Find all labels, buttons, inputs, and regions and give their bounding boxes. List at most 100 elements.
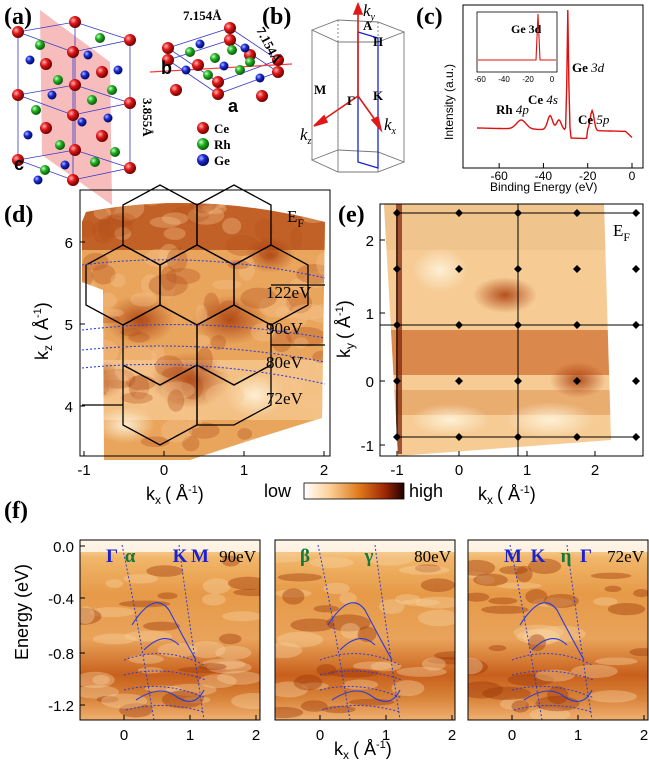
- point-h: H: [373, 34, 383, 49]
- bz-point-marker: [514, 377, 522, 385]
- rh-atom: [53, 75, 63, 85]
- ce-atom: [124, 162, 136, 174]
- high-symmetry-mark: Γ: [106, 546, 118, 567]
- rh-atom: [245, 57, 255, 67]
- cut-xtick: 1: [574, 727, 582, 744]
- bz-point-marker: [514, 209, 522, 217]
- ce-atom: [212, 76, 224, 88]
- rh-atom: [185, 47, 195, 57]
- ge-atom: [77, 117, 87, 127]
- atoms-top: [162, 22, 284, 102]
- axis-b-label: b: [161, 58, 172, 78]
- panel-f-ytick: 0.0: [53, 539, 74, 556]
- legend-ge: Ge: [214, 153, 230, 168]
- photon-energy-arcs: [81, 259, 326, 385]
- ce-atom: [162, 42, 174, 54]
- panel-a: (a) c 3.855Å 7.154Å 7.154Å b a: [4, 4, 293, 205]
- colorbar-low-label: low: [264, 481, 292, 501]
- ce-atom: [224, 34, 236, 46]
- inset-tick: -60: [474, 75, 486, 84]
- colorbar-gradient: [303, 482, 405, 500]
- panel-b-label: (b): [262, 4, 291, 30]
- inset-box: [476, 11, 558, 73]
- ce-atom: [192, 59, 204, 71]
- point-k: K: [373, 88, 384, 103]
- ce-atom: [40, 58, 52, 70]
- k-axes: [313, 1, 383, 133]
- panel-f-yticks: 0.0 -0.4 -0.8 -1.2: [48, 539, 85, 715]
- spectrum-tick: 0: [629, 169, 636, 183]
- colorbar-high-label: high: [409, 481, 443, 501]
- panel-d-xtick: 0: [160, 462, 168, 479]
- panel-c: (c) -60 -40 -20 0 Intensity (a.u.) Binding …: [416, 4, 644, 194]
- bz-point-marker: [632, 209, 640, 217]
- peak-rh4p: Rh 4p: [496, 102, 529, 117]
- bz-point-marker: [393, 433, 401, 441]
- high-symmetry-mark: α: [125, 546, 136, 567]
- ce-atom: [67, 109, 79, 121]
- bz-point-marker: [573, 433, 581, 441]
- bz-point-marker: [455, 321, 463, 329]
- panel-d-ylabel: kz( Å-1): [32, 302, 55, 360]
- ce-atom: [67, 46, 79, 58]
- high-symmetry-mark: M: [191, 546, 209, 567]
- high-symmetry-mark: K: [173, 546, 188, 567]
- cut-xtick: 0: [316, 727, 324, 744]
- panel-d-fermi-label: EF: [287, 207, 304, 230]
- spectrum-xlabel: Binding Energy (eV): [490, 180, 597, 194]
- point-gamma: Γ: [347, 93, 355, 108]
- bz-point-marker: [514, 265, 522, 273]
- ce-atom: [69, 79, 81, 91]
- panel-d-label: (d): [4, 202, 33, 228]
- lattice-c-length: 3.855Å: [140, 98, 155, 137]
- core-level-spectrum: [477, 9, 633, 140]
- point-m: M: [314, 82, 326, 97]
- axis-c-label: c: [14, 154, 24, 174]
- panel-d-ytick: 6: [65, 235, 73, 252]
- cut-energy-label: 80eV: [414, 547, 452, 566]
- cut-xtick: 2: [640, 727, 648, 744]
- bz-point-marker: [632, 377, 640, 385]
- inset-peak-label: Ge 3d: [511, 22, 542, 36]
- cut-xtick: 1: [186, 727, 194, 744]
- panel-e-label: (e): [338, 202, 365, 228]
- panel-e-ylabel: ky( Å-1): [334, 300, 357, 358]
- bz-point-marker: [393, 321, 401, 329]
- bz-point-marker: [632, 265, 640, 273]
- rh-atom: [35, 40, 45, 50]
- spectrum-x-ticks: -60 -40 -20 0: [490, 163, 636, 183]
- bz-point-marker: [455, 377, 463, 385]
- ce-atom: [40, 122, 52, 134]
- panel-d: (d): [4, 184, 331, 507]
- panel-d-ytick: 5: [65, 317, 73, 334]
- panel-e: (e) 2 1 0 -1 -1 0 1 2 EF ky( Å-1) kx( Å-1): [334, 202, 644, 507]
- panel-e-xtick: -1: [390, 462, 403, 479]
- bz-point-marker: [455, 265, 463, 273]
- panel-f-label: (f): [4, 498, 28, 524]
- ge-atom: [181, 65, 191, 75]
- inset-tick: 0: [550, 75, 555, 84]
- bz-point-marker: [393, 265, 401, 273]
- cut-xtick: 2: [448, 727, 456, 744]
- panel-e-ytick: 1: [366, 306, 374, 323]
- cut-energy-label: 90eV: [219, 547, 257, 566]
- ce-atom: [67, 174, 79, 186]
- spectrum-ylabel: Intensity (a.u.): [442, 64, 456, 140]
- arpes-cut-80eV: 80eV β γ 0 1 2: [274, 539, 456, 744]
- high-symmetry-mark: K: [531, 546, 546, 567]
- ge-atom: [113, 65, 123, 75]
- inset-tick: -40: [498, 75, 510, 84]
- panel-e-ytick: 2: [366, 233, 374, 250]
- peak-ce5p: Ce 5p: [578, 112, 610, 127]
- rh-atom: [90, 157, 100, 167]
- ge-atom: [60, 160, 70, 170]
- bz-point-marker: [514, 321, 522, 329]
- panel-b: (b) ky kz kx A H M Γ K: [262, 1, 406, 173]
- bz-points: [393, 209, 640, 441]
- colorbar: low high: [264, 481, 443, 501]
- lattice-a-length: 7.154Å: [253, 24, 285, 66]
- panel-f-ytick: -1.2: [48, 698, 74, 715]
